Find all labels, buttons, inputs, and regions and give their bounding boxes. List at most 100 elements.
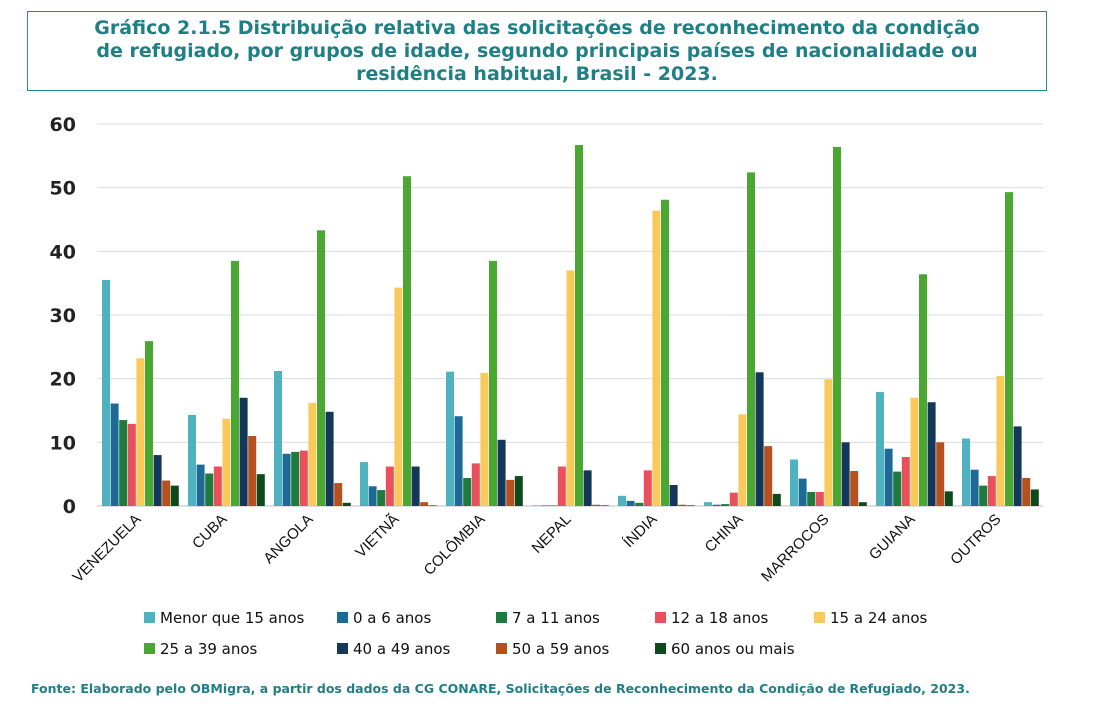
x-tick-label-vietna: VIETNÃ <box>352 511 402 561</box>
bar-marrocos-15-a-24-anos <box>824 379 833 506</box>
bar-india-7-a-11-anos <box>635 502 644 506</box>
legend-label-7-a-11-anos: 7 a 11 anos <box>512 609 600 627</box>
x-tick-label-cuba: CUBA <box>189 511 230 552</box>
bar-cuba-menor-que-15-anos <box>188 414 196 506</box>
bar-marrocos-40-a-49-anos <box>841 442 850 506</box>
bar-cuba-25-a-39-anos <box>231 260 239 506</box>
bar-venezuela-15-a-24-anos <box>136 358 145 506</box>
bar-colombia-40-a-49-anos <box>497 439 506 506</box>
bar-venezuela-12-a-18-anos <box>127 423 136 506</box>
bar-vietna-60-anos-ou-mais <box>428 505 437 506</box>
bar-china-50-a-59-anos <box>764 446 773 506</box>
bar-angola-40-a-49-anos <box>325 411 334 506</box>
bar-outros-7-a-11-anos <box>979 485 988 506</box>
bar-cuba-60-anos-ou-mais <box>256 474 265 506</box>
bar-cuba-15-a-24-anos <box>222 418 231 506</box>
bar-nepal-60-anos-ou-mais <box>600 505 609 506</box>
bar-marrocos-60-anos-ou-mais <box>858 502 867 506</box>
bar-angola-25-a-39-anos <box>317 230 325 506</box>
bar-guiana-menor-que-15-anos <box>876 392 884 506</box>
chart-title: Gráfico 2.1.5 Distribuição relativa das … <box>94 16 980 85</box>
bar-china-15-a-24-anos <box>738 414 747 506</box>
bar-nepal-0-a-6-anos <box>540 505 549 506</box>
bar-guiana-7-a-11-anos <box>893 471 902 506</box>
bar-angola-7-a-11-anos <box>291 451 300 506</box>
bar-marrocos-0-a-6-anos <box>798 478 807 506</box>
bar-china-25-a-39-anos <box>747 172 755 507</box>
bar-venezuela-0-a-6-anos <box>110 403 119 506</box>
legend-swatch-menor-que-15-anos <box>144 612 155 623</box>
bar-india-50-a-59-anos <box>678 504 687 506</box>
bar-angola-menor-que-15-anos <box>274 371 282 506</box>
bar-colombia-menor-que-15-anos <box>446 371 454 506</box>
bar-colombia-50-a-59-anos <box>506 479 515 506</box>
bar-venezuela-40-a-49-anos <box>153 455 162 506</box>
bar-nepal-25-a-39-anos <box>575 145 583 506</box>
bar-nepal-40-a-49-anos <box>583 470 592 506</box>
bar-cuba-0-a-6-anos <box>196 464 205 506</box>
bar-china-menor-que-15-anos <box>704 502 712 506</box>
bar-guiana-40-a-49-anos <box>927 402 936 506</box>
source-note: Fonte: Elaborado pelo OBMigra, a partir … <box>31 681 970 696</box>
legend-swatch-0-a-6-anos <box>337 612 348 623</box>
legend-label-40-a-49-anos: 40 a 49 anos <box>353 640 451 658</box>
bar-outros-60-anos-ou-mais <box>1030 489 1039 506</box>
bar-colombia-7-a-11-anos <box>463 477 472 506</box>
x-tick-label-outros: OUTROS <box>947 511 1004 568</box>
bar-angola-0-a-6-anos <box>282 453 291 506</box>
y-tick-label: 40 <box>50 241 76 263</box>
bar-china-40-a-49-anos <box>755 372 764 506</box>
bar-guiana-15-a-24-anos <box>910 397 919 506</box>
bar-venezuela-menor-que-15-anos <box>102 279 110 506</box>
legend-label-15-a-24-anos: 15 a 24 anos <box>830 609 928 627</box>
bar-nepal-7-a-11-anos <box>549 505 558 506</box>
bar-vietna-menor-que-15-anos <box>360 462 368 506</box>
bar-vietna-12-a-18-anos <box>385 466 394 506</box>
bar-outros-50-a-59-anos <box>1022 477 1031 506</box>
bar-nepal-15-a-24-anos <box>566 270 575 506</box>
x-tick-label-venezuela: VENEZUELA <box>69 511 144 586</box>
bar-guiana-60-anos-ou-mais <box>944 491 953 506</box>
bar-india-60-anos-ou-mais <box>686 505 695 506</box>
x-tick-label-guiana: GUIANA <box>866 511 919 564</box>
legend-swatch-60-anos-ou-mais <box>655 643 666 654</box>
bar-guiana-50-a-59-anos <box>936 442 945 506</box>
bar-outros-0-a-6-anos <box>970 469 979 506</box>
bar-outros-menor-que-15-anos <box>962 438 970 506</box>
bar-vietna-15-a-24-anos <box>394 287 403 506</box>
bar-vietna-25-a-39-anos <box>403 176 411 506</box>
bar-angola-15-a-24-anos <box>308 402 317 506</box>
bar-guiana-0-a-6-anos <box>884 448 893 506</box>
bar-cuba-12-a-18-anos <box>213 466 222 506</box>
bar-colombia-60-anos-ou-mais <box>514 476 523 506</box>
bar-outros-40-a-49-anos <box>1013 426 1022 506</box>
bar-cuba-50-a-59-anos <box>248 435 257 506</box>
bar-venezuela-25-a-39-anos <box>145 341 153 506</box>
bar-india-40-a-49-anos <box>669 484 678 506</box>
bar-outros-25-a-39-anos <box>1005 192 1013 506</box>
y-tick-label: 50 <box>50 178 76 200</box>
y-tick-label: 10 <box>50 432 76 454</box>
bar-guiana-25-a-39-anos <box>919 274 927 506</box>
bar-india-25-a-39-anos <box>661 199 669 506</box>
bar-angola-60-anos-ou-mais <box>342 502 351 506</box>
bar-cuba-40-a-49-anos <box>239 397 248 506</box>
bar-nepal-12-a-18-anos <box>557 466 566 506</box>
legend-swatch-50-a-59-anos <box>496 643 507 654</box>
bar-marrocos-50-a-59-anos <box>850 470 859 506</box>
bar-india-15-a-24-anos <box>652 210 661 506</box>
bar-china-7-a-11-anos <box>721 504 730 506</box>
y-tick-label: 0 <box>63 496 76 518</box>
bar-india-12-a-18-anos <box>643 470 652 506</box>
x-tick-label-china: CHINA <box>702 511 747 556</box>
bar-india-0-a-6-anos <box>626 500 635 506</box>
bar-colombia-12-a-18-anos <box>471 463 480 506</box>
bar-marrocos-25-a-39-anos <box>833 146 841 507</box>
legend-label-50-a-59-anos: 50 a 59 anos <box>512 640 610 658</box>
legend-swatch-15-a-24-anos <box>814 612 825 623</box>
bar-venezuela-7-a-11-anos <box>119 420 128 506</box>
bar-vietna-40-a-49-anos <box>411 466 420 506</box>
bar-vietna-0-a-6-anos <box>368 486 377 506</box>
bar-colombia-15-a-24-anos <box>480 372 489 506</box>
